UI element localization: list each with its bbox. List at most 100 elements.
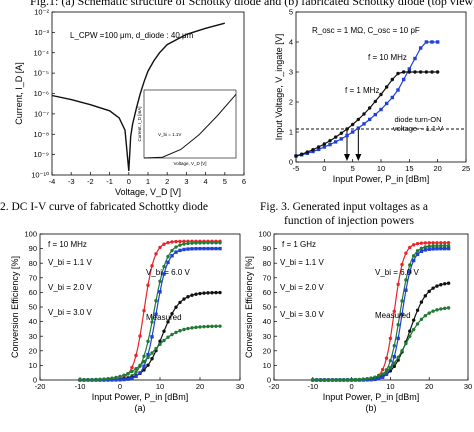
ea-series-4-point — [98, 377, 102, 382]
ea-series-4-point — [110, 376, 114, 380]
eb-freq-label: f = 1 GHz — [282, 240, 316, 249]
vin-series-0-point — [316, 147, 321, 152]
eb-series-4-point — [373, 375, 377, 379]
eb-series-4-point — [411, 327, 416, 332]
ea-series-3-point — [190, 247, 194, 251]
ea-ytick-label: 80 — [29, 259, 37, 268]
ea-series-4-point — [218, 324, 222, 328]
eb-series-3-point — [400, 312, 404, 316]
vin-series-1-point — [339, 131, 344, 135]
vin-series-1-point — [333, 135, 338, 139]
vin-series-0-point — [311, 149, 315, 154]
eb-series-0-point — [443, 241, 447, 245]
ea-series-1-point — [134, 370, 138, 374]
ea-series-label-0: V_bi = 1.1 V — [48, 258, 92, 267]
ea-series-3-point — [158, 290, 162, 294]
ea-series-0-point — [150, 264, 154, 268]
eb-series-label-4: Measured — [375, 311, 411, 320]
iv-ytick-label: 10⁻¹⁰ — [31, 171, 49, 180]
eb-series-4-point — [353, 377, 358, 382]
ea-series-1-point — [174, 245, 178, 249]
ea-series-2-point — [210, 290, 214, 295]
ea-series-3-point — [198, 246, 202, 251]
eb-series-4-point — [322, 378, 327, 382]
ea-series-4-point — [142, 359, 146, 364]
ea-series-4-point — [182, 327, 186, 332]
eb-series-0-point — [380, 367, 385, 372]
ea-series-1-point — [182, 242, 186, 246]
ea-series-line-0 — [80, 240, 220, 381]
eb-series-0-point — [400, 262, 404, 267]
iv-ytick-label: 10⁻⁶ — [34, 89, 49, 98]
eb-series-1-point — [411, 254, 416, 258]
iv-ytick-label: 10⁻⁵ — [34, 69, 49, 78]
ea-series-4-point — [206, 324, 210, 329]
iv-xtick-label: 0 — [127, 177, 131, 186]
vin-series-1-point — [373, 99, 378, 104]
ea-series-0-point — [182, 239, 186, 244]
eb-series-4-point — [342, 378, 346, 382]
iv-xtick-label: 1 — [146, 177, 150, 186]
eb-series-4-point — [318, 378, 323, 382]
vin-series-0-point — [430, 40, 434, 44]
iv-xtick-label: 6 — [242, 177, 246, 186]
ea-series-3-point — [182, 247, 186, 252]
vin-xtick-label: 5 — [351, 164, 355, 173]
vin-series-1-point — [424, 70, 429, 74]
ea-series-2-point — [178, 300, 182, 305]
ea-series-4-point — [178, 329, 182, 333]
fig3-caption-line1: Fig. 3. Generated input voltages as a — [260, 201, 428, 213]
iv-xtick-label: -4 — [49, 177, 56, 186]
ea-series-2-point — [194, 292, 198, 296]
vin-series-1-point — [407, 70, 412, 74]
vin-series-1-point — [328, 139, 332, 143]
ea-series-label-2: V_bi = 3.0 V — [48, 308, 92, 317]
ea-series-3-point — [170, 254, 174, 258]
ea-series-3-point — [206, 246, 210, 251]
eb-series-4-point — [415, 322, 420, 326]
iv-ytick-label: 10⁻² — [34, 8, 49, 17]
vin-series-1-point — [311, 148, 315, 152]
ea-ytick-label: 90 — [29, 244, 37, 253]
eb-series-0-point — [411, 243, 416, 247]
ea-ytick-label: 70 — [29, 273, 37, 282]
eb-series-3-point — [392, 355, 396, 359]
vin-series-1-point — [418, 70, 423, 74]
efficiency-panel-b: -20 -10 0 10 20 30 0 10 20 30 40 50 60 70 80 90 100 Input… — [244, 230, 472, 413]
vin-series-0-point — [322, 145, 327, 149]
ea-series-0-point — [138, 334, 142, 338]
eb-series-3-point — [443, 246, 447, 251]
ea-series-1-point — [166, 254, 170, 259]
ea-series-2-point — [190, 293, 194, 297]
eb-series-4-point — [423, 314, 428, 318]
vin-series-0-point — [356, 126, 361, 130]
eb-series-3-point — [373, 377, 377, 382]
vin-ytick-label: 2 — [289, 98, 293, 107]
ea-series-3-point — [138, 371, 142, 375]
ea-series-3-point — [142, 364, 146, 368]
ea-series-2-point — [214, 290, 218, 295]
eb-series-3-point — [411, 258, 416, 263]
ea-x-axis-title: Input Power, P_in [dBm] — [92, 392, 189, 402]
eb-series-1-point — [392, 344, 396, 348]
ea-series-4-point — [102, 377, 106, 381]
ea-series-0-point — [174, 239, 178, 244]
eb-xtick-label: 30 — [464, 382, 472, 391]
eb-series-1-point — [446, 243, 451, 248]
eb-series-0-point — [415, 241, 420, 246]
iv-xtick-label: -1 — [106, 177, 113, 186]
ea-series-1-point — [162, 264, 166, 269]
ea-xtick-label: 30 — [236, 382, 244, 391]
ea-ytick-label: 100 — [24, 230, 37, 239]
eb-series-4-point — [334, 378, 338, 382]
ea-series-0-point — [170, 240, 174, 244]
ea-series-0-point — [134, 353, 138, 358]
ea-series-4-point — [78, 378, 82, 382]
ea-ytick-label: 20 — [29, 346, 37, 355]
ea-series-0-point — [158, 245, 162, 250]
ea-series-1-point — [198, 241, 202, 245]
vin-series-0-point — [401, 77, 406, 82]
ea-series-3-point — [122, 377, 126, 382]
vin-series-1-point — [362, 112, 366, 116]
